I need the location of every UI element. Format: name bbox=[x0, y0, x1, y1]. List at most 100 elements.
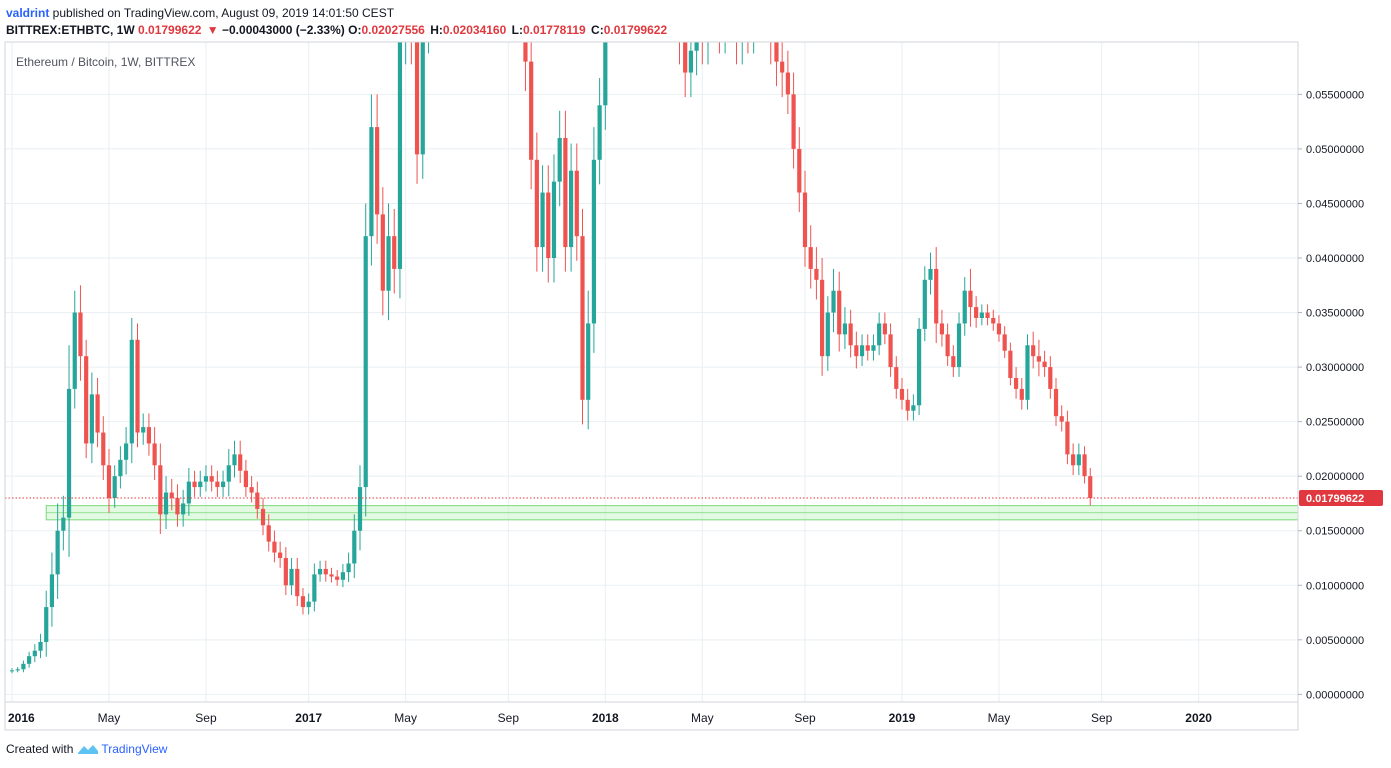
candle-body bbox=[1025, 345, 1030, 400]
candle-body bbox=[198, 481, 203, 488]
time-tick-label: May bbox=[394, 711, 417, 725]
price-tick-label: 0.04500000 bbox=[1306, 198, 1364, 210]
candle-body bbox=[15, 669, 20, 671]
candle-body bbox=[1019, 388, 1024, 400]
candle-body bbox=[323, 568, 328, 575]
candle-body bbox=[312, 574, 317, 602]
candle-body bbox=[363, 236, 368, 488]
candle-body bbox=[375, 127, 380, 215]
candle-body bbox=[203, 476, 209, 482]
candle-body bbox=[1008, 350, 1013, 378]
candle-body bbox=[968, 290, 973, 308]
price-tick-label: 0.00000000 bbox=[1306, 689, 1364, 701]
time-axis[interactable]: 2016 May Sep 2017 May Sep 2018 May Sep 2019 May Sep… bbox=[8, 711, 1212, 725]
candle-body bbox=[1042, 361, 1047, 368]
candle-body bbox=[169, 492, 174, 498]
candle-body bbox=[934, 268, 939, 324]
price-tick-label: 0.01000000 bbox=[1306, 580, 1364, 592]
candle-body bbox=[842, 323, 848, 335]
candle-body bbox=[540, 192, 545, 248]
publish-text: published on TradingView.com, August 09,… bbox=[49, 6, 395, 20]
candle-body bbox=[882, 323, 887, 335]
price-tick-label: 0.05000000 bbox=[1306, 144, 1364, 156]
candle-body bbox=[574, 170, 579, 237]
candle-body bbox=[266, 525, 271, 542]
candle-body bbox=[677, 0, 681, 40]
candle-body bbox=[78, 312, 83, 357]
time-tick-label: 2016 bbox=[8, 711, 35, 725]
candle-body bbox=[802, 192, 808, 248]
candle-body bbox=[404, 0, 408, 40]
candle-body bbox=[1031, 345, 1036, 357]
candle-body bbox=[260, 508, 266, 526]
price-tick-label: 0.04000000 bbox=[1306, 253, 1364, 265]
candle-body bbox=[568, 170, 574, 248]
candle-body bbox=[808, 247, 813, 269]
candle-body bbox=[979, 312, 984, 318]
price-tick-label: 0.02000000 bbox=[1306, 471, 1364, 483]
candle-body bbox=[369, 127, 374, 237]
price-axis[interactable]: 0.00000000 0.00500000 0.01000000 0.01500000… bbox=[1298, 89, 1383, 701]
candle-body bbox=[694, 42, 699, 51]
candle-body bbox=[563, 138, 568, 248]
candle-body bbox=[38, 642, 43, 651]
candle-body bbox=[101, 432, 106, 466]
candles-group bbox=[9, 0, 1093, 674]
candle-body bbox=[899, 388, 905, 400]
candle-body bbox=[175, 498, 180, 515]
candle-body bbox=[335, 576, 340, 580]
candle-body bbox=[888, 334, 893, 368]
candle-body bbox=[1065, 421, 1070, 455]
candle-body bbox=[962, 290, 967, 324]
candle-body bbox=[300, 596, 306, 608]
candle-body bbox=[329, 574, 334, 577]
candle-body bbox=[340, 572, 345, 580]
candle-body bbox=[135, 339, 140, 433]
candle-body bbox=[939, 323, 945, 335]
candle-body bbox=[785, 72, 790, 95]
candle-body bbox=[580, 236, 585, 400]
time-tick-label: Sep bbox=[195, 711, 217, 725]
candle-body bbox=[209, 476, 214, 482]
candle-body bbox=[112, 476, 117, 498]
candle-body bbox=[346, 563, 351, 573]
high-label: H: bbox=[430, 23, 443, 37]
price-tick-label: 0.03000000 bbox=[1306, 362, 1364, 374]
candle-body bbox=[551, 181, 557, 258]
candle-body bbox=[1013, 378, 1019, 389]
candle-body bbox=[186, 481, 191, 504]
candle-body bbox=[905, 399, 910, 411]
candle-body bbox=[717, 0, 721, 29]
candle-body bbox=[871, 345, 876, 351]
candle-body bbox=[352, 530, 357, 564]
candle-body bbox=[746, 18, 750, 29]
candle-body bbox=[1071, 454, 1076, 466]
candle-body bbox=[243, 470, 249, 488]
candle-body bbox=[289, 568, 294, 586]
price-tick-label: 0.01500000 bbox=[1306, 526, 1364, 538]
candle-body bbox=[597, 105, 602, 160]
tradingview-logo-icon bbox=[78, 745, 99, 754]
candle-body bbox=[118, 459, 123, 477]
candle-body bbox=[106, 465, 112, 498]
candle-body bbox=[232, 454, 237, 466]
candle-body bbox=[1048, 367, 1053, 389]
symbol-label: BITTREX:ETHBTC, 1W bbox=[6, 23, 135, 37]
chart-grid bbox=[5, 42, 1298, 702]
candle-body bbox=[1002, 334, 1007, 351]
candle-body bbox=[791, 94, 796, 149]
time-tick-label: May bbox=[988, 711, 1011, 725]
candle-body bbox=[780, 61, 785, 73]
time-tick-label: Sep bbox=[498, 711, 520, 725]
tradingview-brand[interactable]: TradingView bbox=[101, 742, 168, 756]
candle-body bbox=[854, 345, 859, 357]
price-change: −0.00043000 (−2.33%) bbox=[222, 23, 345, 37]
candle-body bbox=[55, 530, 60, 575]
candle-body bbox=[688, 50, 693, 73]
candle-body bbox=[603, 42, 608, 106]
last-price-badge-label: 0.01799622 bbox=[1306, 493, 1364, 505]
candle-body bbox=[66, 388, 72, 518]
candle-body bbox=[249, 487, 254, 493]
publisher-username[interactable]: valdrint bbox=[6, 6, 50, 20]
